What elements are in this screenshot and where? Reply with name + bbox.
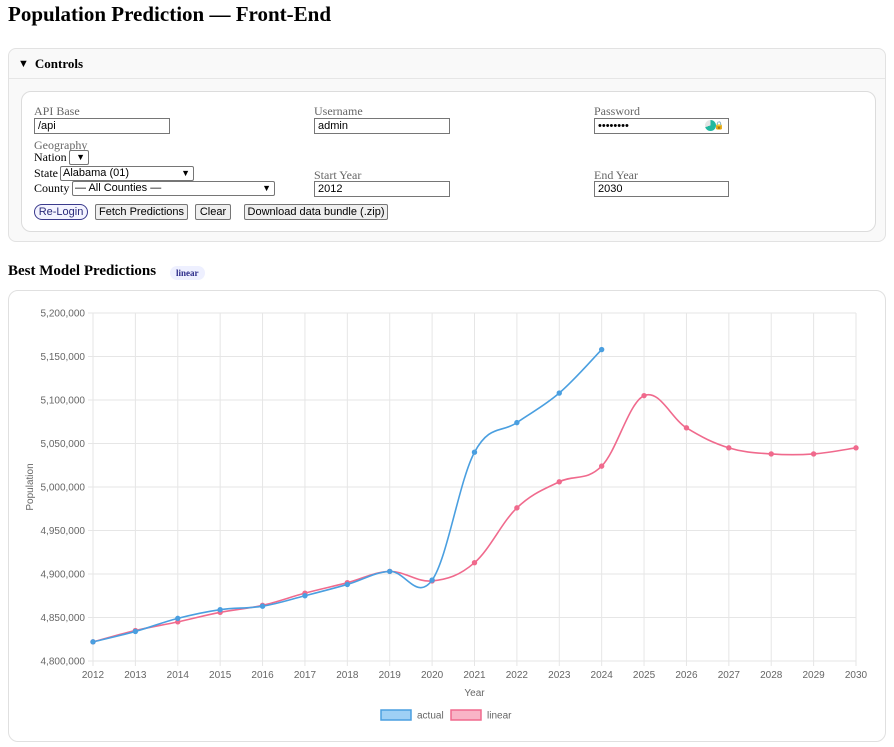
chevron-down-icon: ▼ xyxy=(76,152,85,162)
x-tick-label: 2019 xyxy=(379,670,402,681)
x-tick-label: 2025 xyxy=(633,670,656,681)
data-point-linear xyxy=(514,505,520,511)
data-point-actual xyxy=(514,419,520,426)
page-title: Population Prediction — Front-End xyxy=(8,2,332,26)
predictions-heading: Best Model Predictions xyxy=(8,263,157,279)
y-tick-label: 5,150,000 xyxy=(41,352,86,363)
data-point-actual xyxy=(175,615,181,622)
x-tick-label: 2015 xyxy=(209,670,232,681)
x-tick-label: 2023 xyxy=(548,670,571,681)
data-point-linear xyxy=(810,451,817,457)
data-point-actual xyxy=(471,449,478,455)
y-tick-label: 5,050,000 xyxy=(41,439,86,450)
data-point-actual xyxy=(344,581,351,588)
model-badge: linear xyxy=(170,266,205,280)
x-tick-label: 2012 xyxy=(82,670,105,681)
data-point-actual xyxy=(259,603,266,609)
username-label: Username xyxy=(314,104,363,118)
y-tick-label: 4,850,000 xyxy=(41,613,86,624)
data-point-actual xyxy=(90,639,96,645)
data-point-linear xyxy=(853,445,859,451)
data-point-actual xyxy=(556,390,562,396)
data-point-actual xyxy=(387,568,393,575)
api-base-label: API Base xyxy=(34,104,80,118)
x-tick-label: 2030 xyxy=(845,670,868,681)
password-value: •••••••• xyxy=(598,120,629,132)
data-point-linear xyxy=(768,451,774,457)
data-point-linear xyxy=(598,463,605,469)
fetch-predictions-button[interactable]: Fetch Predictions xyxy=(95,204,188,220)
county-label: County xyxy=(34,181,70,195)
lock-icon: 🔒 xyxy=(714,121,724,130)
data-point-linear xyxy=(726,445,732,451)
start-year-label: Start Year xyxy=(314,168,362,182)
nation-label: Nation xyxy=(34,150,67,164)
end-year-label: End Year xyxy=(594,168,638,182)
controls-heading: Controls xyxy=(34,55,84,71)
y-axis-title: Population xyxy=(25,463,36,510)
x-tick-label: 2016 xyxy=(251,670,274,681)
y-tick-label: 4,900,000 xyxy=(41,570,86,581)
clear-button[interactable]: Clear xyxy=(195,204,231,220)
population-chart: 4,800,000 4,850,000 4,900,000 4,950,000 5,00… xyxy=(25,309,868,722)
legend-swatch-linear xyxy=(450,709,482,721)
x-tick-label: 2014 xyxy=(167,670,190,681)
data-point-actual xyxy=(598,346,605,353)
api-base-input[interactable]: /api xyxy=(34,118,170,134)
nation-select[interactable]: ▼ xyxy=(69,150,89,165)
x-tick-label: 2024 xyxy=(591,670,614,681)
data-point-linear xyxy=(556,479,562,485)
controls-toggle[interactable]: ▼ Controls xyxy=(9,49,885,79)
y-tick-label: 4,800,000 xyxy=(41,657,86,668)
expand-triangle-icon: ▼ xyxy=(18,57,29,70)
chevron-down-icon: ▼ xyxy=(262,183,271,193)
state-select[interactable]: Alabama (01) ▼ xyxy=(60,166,194,181)
legend-swatch-actual xyxy=(380,709,412,721)
y-tick-label: 5,100,000 xyxy=(41,396,86,407)
download-bundle-button[interactable]: Download data bundle (.zip) xyxy=(244,204,388,220)
x-tick-label: 2020 xyxy=(421,670,444,681)
password-label: Password xyxy=(594,104,641,118)
password-manager-icon[interactable] xyxy=(705,120,716,131)
chevron-down-icon: ▼ xyxy=(181,168,190,178)
legend-label-actual: actual xyxy=(417,711,444,722)
y-tick-label: 4,950,000 xyxy=(41,526,86,537)
data-point-actual xyxy=(302,593,308,599)
y-tick-label: 5,000,000 xyxy=(41,483,86,494)
x-tick-label: 2028 xyxy=(760,670,783,681)
controls-panel: ▼ Controls API Base /api Username admin … xyxy=(8,48,886,242)
data-point-linear xyxy=(641,392,647,399)
data-point-linear xyxy=(471,559,478,566)
data-point-actual xyxy=(429,577,435,583)
x-tick-label: 2029 xyxy=(802,670,825,681)
geography-label: Geography xyxy=(34,138,88,152)
y-tick-label: 5,200,000 xyxy=(41,309,86,320)
x-tick-label: 2013 xyxy=(124,670,147,681)
start-year-input[interactable]: 2012 xyxy=(314,181,450,197)
x-tick-label: 2017 xyxy=(294,670,317,681)
legend-label-linear: linear xyxy=(487,711,512,722)
data-point-actual xyxy=(132,628,139,635)
relogin-button[interactable]: Re-Login xyxy=(34,204,88,220)
chart-container: 4,800,000 4,850,000 4,900,000 4,950,000 5,00… xyxy=(8,290,886,742)
controls-form: API Base /api Username admin Password ••… xyxy=(21,91,876,232)
x-tick-label: 2026 xyxy=(675,670,698,681)
end-year-input[interactable]: 2030 xyxy=(594,181,729,197)
x-tick-label: 2022 xyxy=(506,670,529,681)
x-tick-label: 2021 xyxy=(463,670,486,681)
password-input[interactable]: •••••••• 🔒 xyxy=(594,118,729,134)
state-label: State xyxy=(34,166,58,180)
x-tick-label: 2018 xyxy=(336,670,359,681)
data-point-linear xyxy=(683,425,690,431)
username-input[interactable]: admin xyxy=(314,118,450,134)
county-select[interactable]: — All Counties — ▼ xyxy=(72,181,275,196)
x-axis-title: Year xyxy=(464,688,485,699)
data-point-actual xyxy=(217,606,223,613)
x-tick-label: 2027 xyxy=(718,670,741,681)
